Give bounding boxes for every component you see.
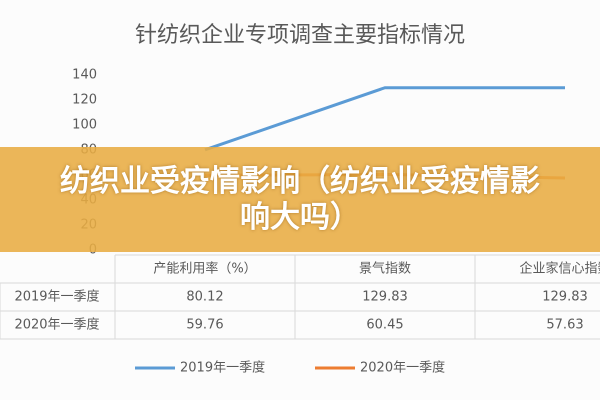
y-tick-label: 140: [72, 68, 97, 83]
data-label: 59.76: [186, 318, 223, 333]
banner: 纺织业受疫情影响（纺织业受疫情影响大吗）: [0, 147, 600, 252]
x-tick-label: 企业家信心指数: [519, 261, 600, 277]
data-label: 129.83: [362, 290, 408, 305]
table-row-label: 2020年一季度: [14, 317, 99, 333]
legend-label: 2019年一季度: [180, 360, 265, 376]
data-label: 57.63: [546, 318, 583, 333]
data-label: 80.12: [186, 290, 223, 305]
x-tick-label: 景气指数: [359, 261, 411, 277]
data-label: 129.83: [542, 290, 588, 305]
legend-label: 2020年一季度: [360, 360, 445, 376]
x-tick-label: 产能利用率（%）: [153, 261, 256, 277]
table-row-label: 2019年一季度: [14, 289, 99, 305]
y-tick-label: 120: [72, 93, 97, 108]
y-tick-label: 100: [72, 118, 97, 133]
banner-text: 纺织业受疫情影响（纺织业受疫情影响大吗）: [60, 163, 540, 235]
chart-title: 针纺织企业专项调查主要指标情况: [135, 23, 465, 48]
series-line: [204, 86, 565, 152]
data-label: 60.45: [366, 318, 403, 333]
